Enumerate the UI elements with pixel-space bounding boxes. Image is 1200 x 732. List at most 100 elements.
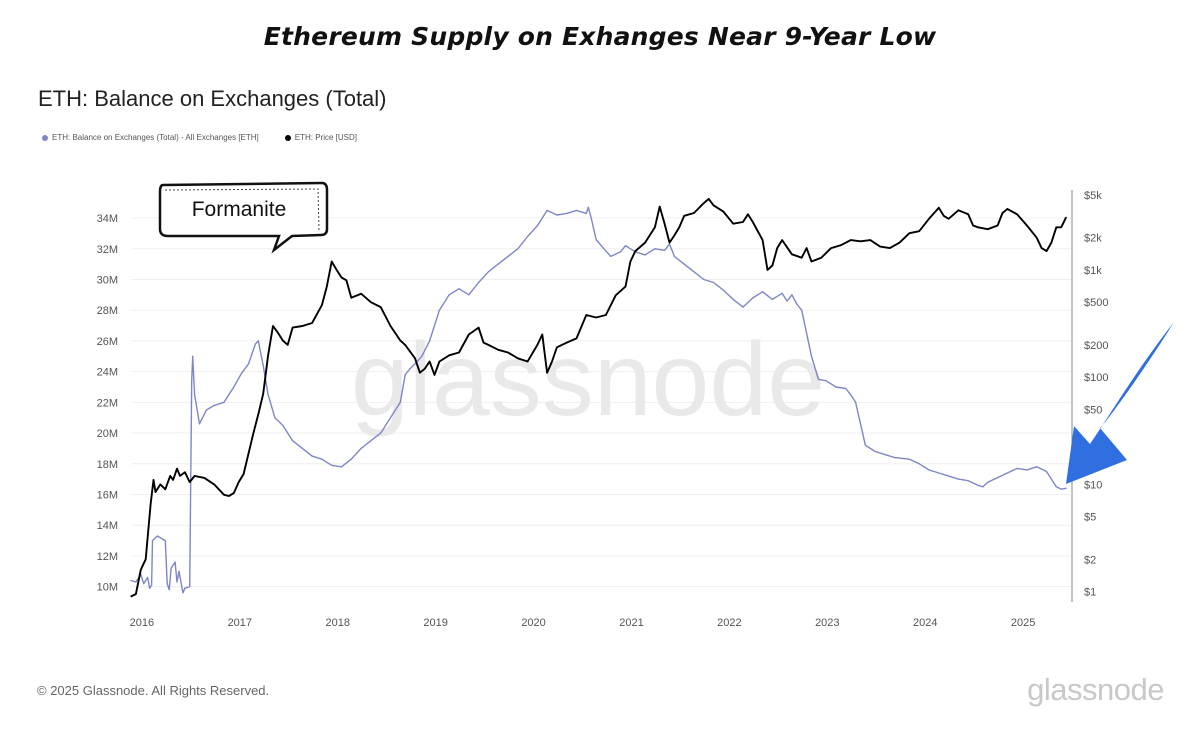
balance-point-22 [198,423,201,425]
price-point-9 [169,475,171,477]
balance-point-15 [178,570,180,572]
balance-point-84 [713,281,715,284]
balance-point-28 [247,363,250,365]
balance-point-106 [894,457,896,459]
price-point-116 [943,215,945,217]
balance-point-41 [350,458,352,460]
balance-point-122 [1045,470,1048,473]
balance-point-125 [1060,488,1062,490]
y-tick-label-9: 28M [97,305,118,317]
price-point-26 [267,354,269,356]
price-point-38 [340,276,343,279]
price-point-79 [659,206,661,208]
balance-point-97 [817,378,820,380]
balance-point-112 [957,478,960,480]
balance-point-104 [874,450,876,453]
price-point-106 [850,239,852,241]
price-point-101 [806,247,808,249]
x-tick-label-0: 2016 [130,617,154,629]
price-point-30 [287,344,289,346]
price-point-133 [1060,226,1062,228]
price-point-97 [776,247,778,249]
price-point-27 [272,325,274,327]
price-point-91 [742,221,744,223]
balance-point-18 [189,586,191,588]
price-point-62 [527,360,529,363]
price-point-44 [389,325,392,327]
price-point-109 [879,246,881,248]
legend-dot-price [284,134,291,141]
balance-point-87 [742,306,744,308]
balance-point-86 [732,298,734,300]
balance-point-51 [429,340,431,342]
legend-item-balance[interactable]: ETH: Balance on Exchanges (Total) - All … [42,133,259,142]
balance-point-6 [151,584,153,586]
annotation-label: Formanite [192,198,287,221]
price-point-69 [575,337,578,339]
balance-point-19 [191,380,193,382]
balance-point-73 [620,251,622,253]
price-point-21 [238,481,240,483]
balance-point-98 [825,380,827,382]
balance-point-74 [624,245,627,247]
y2-tick-label-8: $1k [1084,265,1102,277]
x-tick-label-5: 2021 [619,617,643,629]
balance-point-80 [673,255,676,257]
price-point-112 [908,232,911,234]
price-point-75 [629,260,632,263]
balance-point-34 [282,424,284,426]
y2-tick-label-2: $5 [1084,512,1096,524]
balance-point-105 [884,454,886,456]
price-point-77 [644,242,646,244]
price-point-24 [257,413,259,415]
price-point-16 [203,477,205,479]
y-tick-label-11: 32M [97,244,118,256]
balance-point-101 [850,394,852,396]
price-point-68 [566,342,568,344]
balance-point-53 [448,294,450,296]
balance-point-33 [274,417,276,419]
balance-point-102 [855,401,857,403]
legend-label-balance: ETH: Balance on Exchanges (Total) - All … [52,133,259,142]
price-point-110 [889,247,891,249]
price-point-100 [801,257,803,259]
balance-point-69 [590,217,592,219]
price-point-25 [262,393,264,395]
balance-point-119 [1016,467,1018,469]
price-point-98 [781,239,783,241]
y-tick-label-8: 26M [97,336,118,348]
balance-point-29 [254,343,256,345]
price-point-134 [1065,216,1067,218]
balance-point-81 [683,263,685,265]
y-tick-label-1: 12M [97,551,118,563]
balance-point-12 [170,567,172,569]
price-point-49 [424,368,426,370]
price-point-84 [683,215,685,217]
y2-tick-label-5: $100 [1084,372,1108,384]
price-point-58 [487,344,489,346]
price-point-89 [722,211,725,213]
price-point-23 [252,432,254,434]
balance-point-63 [546,209,548,211]
y2-tick-label-3: $10 [1084,479,1102,491]
price-point-52 [438,360,440,363]
x-tick-label-8: 2024 [913,617,937,629]
price-point-105 [840,244,842,246]
price-point-3 [145,558,147,560]
balance-point-47 [404,374,406,376]
balance-point-1 [135,581,137,583]
balance-point-46 [399,401,401,403]
balance-point-121 [1036,466,1038,468]
x-tick-label-9: 2025 [1011,617,1035,629]
price-point-39 [345,279,347,281]
balance-point-96 [810,355,813,357]
balance-point-126 [1065,487,1067,489]
price-point-78 [654,226,656,228]
price-point-99 [791,253,793,255]
balance-point-0 [130,579,132,582]
x-tick-label-7: 2023 [815,617,839,629]
price-point-60 [507,351,509,354]
price-point-130 [1045,250,1048,252]
legend-item-price[interactable]: ETH: Price [USD] [284,133,357,142]
balance-point-76 [644,254,646,256]
